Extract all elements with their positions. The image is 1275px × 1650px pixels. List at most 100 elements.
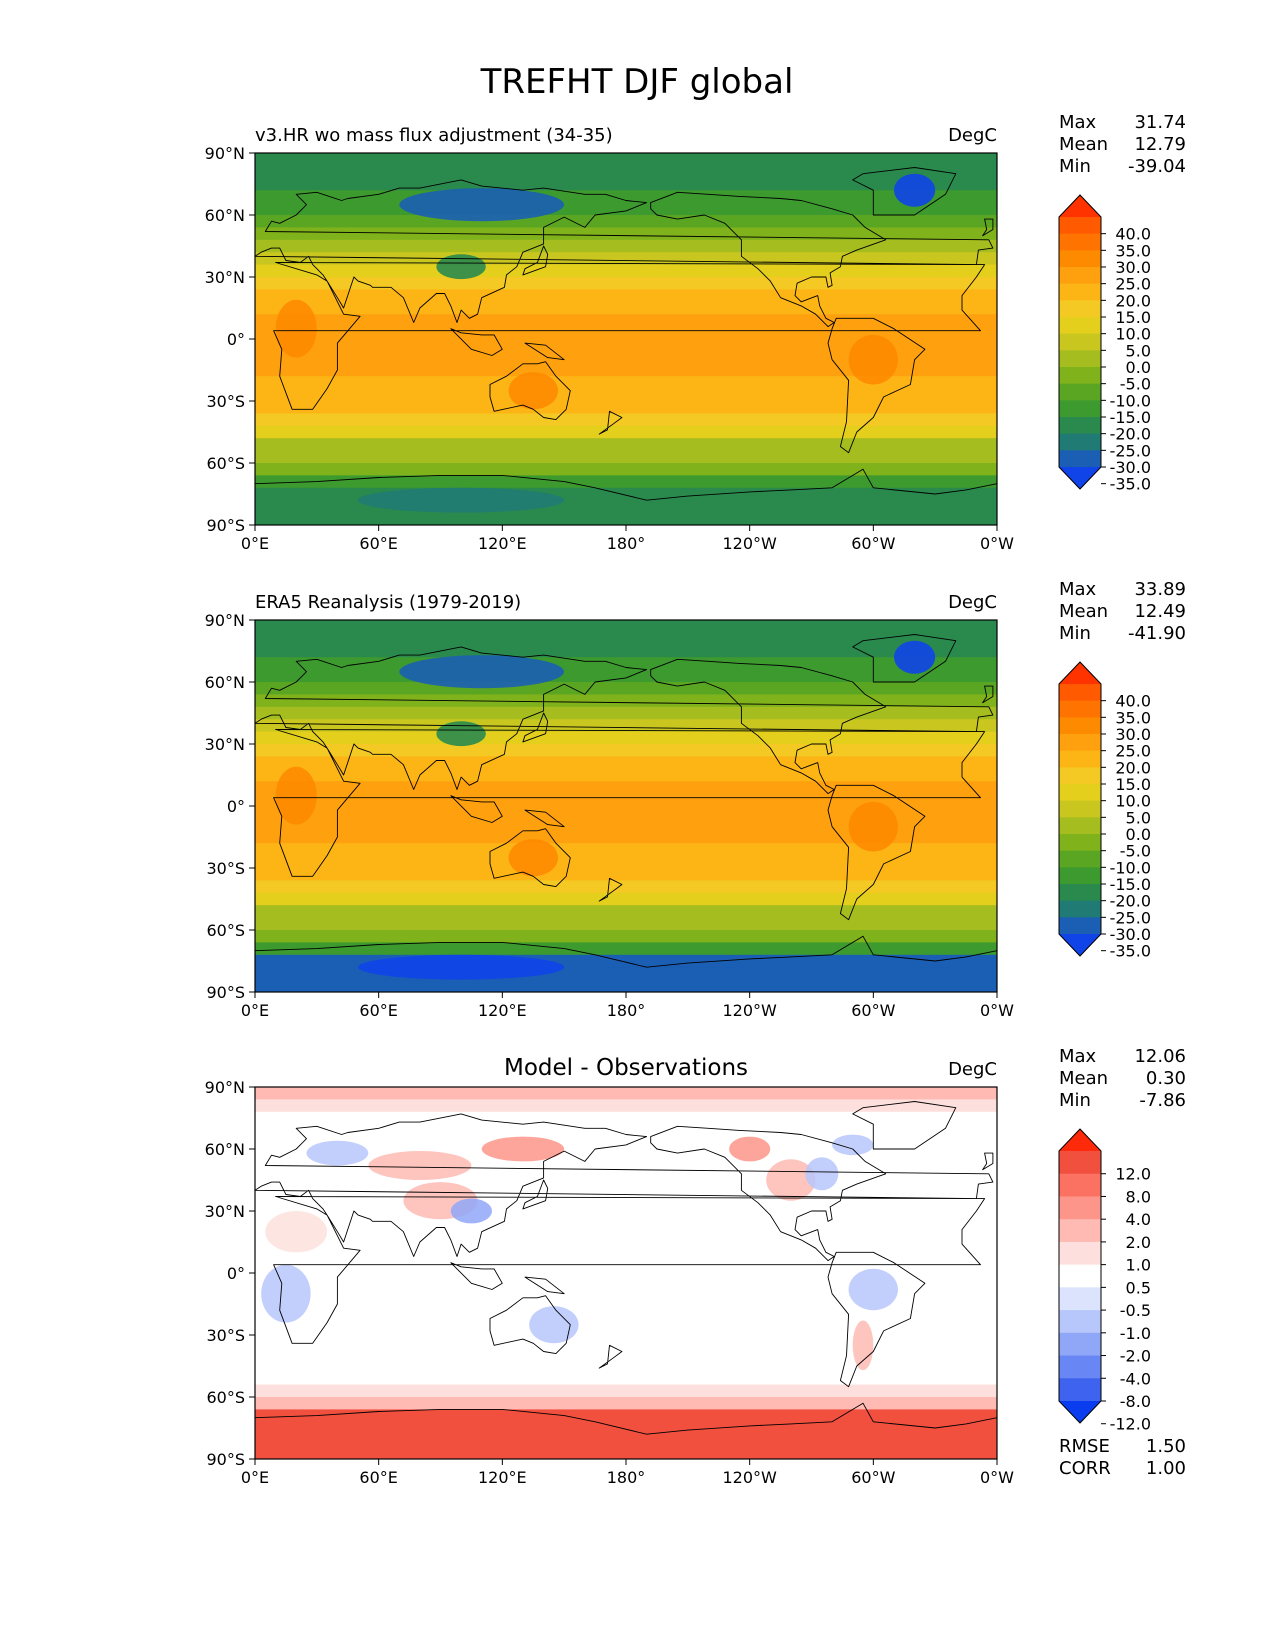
lat-tick-label: 30°S bbox=[206, 1326, 245, 1345]
contour-band bbox=[255, 339, 997, 353]
coastline bbox=[255, 1101, 997, 1459]
contour-band bbox=[255, 830, 997, 844]
colorbar-segment bbox=[1059, 1355, 1101, 1379]
lat-tick-label: 90°N bbox=[205, 1078, 245, 1097]
colorbar-segment bbox=[1059, 417, 1101, 435]
contour-band bbox=[255, 1285, 997, 1299]
stat-value: 12.06 bbox=[1134, 1046, 1186, 1067]
contour-band bbox=[255, 1434, 997, 1448]
lon-tick-label: 120°W bbox=[722, 534, 777, 553]
contour-band bbox=[255, 425, 997, 439]
lon-tick-label: 60°W bbox=[851, 1468, 895, 1487]
contour-band bbox=[255, 264, 997, 278]
colorbar: 12.0 8.0 4.0 2.0 1.0 0.5 -0.5 -1.0 -2.0 -4.0 -8.0 -… bbox=[1058, 1128, 1151, 1434]
contour-band bbox=[255, 1384, 997, 1398]
colorbar-level-label: -0.5 bbox=[1120, 1301, 1151, 1320]
panel-title: Model - Observations bbox=[504, 1055, 748, 1081]
colorbar-segment bbox=[1059, 400, 1101, 418]
figure-title: TREFHT DJF global bbox=[480, 62, 794, 102]
colorbar-segment bbox=[1059, 300, 1101, 318]
colorbar-segment bbox=[1059, 734, 1101, 752]
stat-label: Mean bbox=[1059, 1068, 1108, 1089]
colorbar-level-label: -25.0 bbox=[1110, 908, 1151, 927]
lat-tick-label: 60°S bbox=[206, 921, 245, 940]
contour-band bbox=[255, 401, 997, 415]
stat-value: -39.04 bbox=[1128, 156, 1186, 177]
stat-label: Min bbox=[1059, 156, 1091, 177]
colorbar-level-label: 40.0 bbox=[1115, 225, 1151, 244]
contour-band bbox=[255, 892, 997, 906]
colorbar-level-label: 1.0 bbox=[1126, 1256, 1151, 1275]
lon-tick-label: 60°E bbox=[359, 1468, 397, 1487]
colorbar-level-label: -20.0 bbox=[1110, 892, 1151, 911]
contour-band bbox=[255, 363, 997, 377]
contour-band bbox=[255, 669, 997, 683]
contour-band bbox=[255, 818, 997, 832]
map-panel-reference: 90°N 60°N 30°N 0° 30°S 60°S 90°S0°E 60°E 120°E 18… bbox=[205, 579, 1186, 1020]
colorbar-segment bbox=[1059, 433, 1101, 451]
field-region bbox=[894, 173, 936, 207]
colorbar-level-label: -5.0 bbox=[1120, 375, 1151, 394]
colorbar-segment bbox=[1059, 1219, 1101, 1243]
stat-value: 31.74 bbox=[1134, 112, 1186, 133]
colorbar-segment bbox=[1059, 850, 1101, 868]
colorbar-segment bbox=[1059, 750, 1101, 768]
field-region bbox=[358, 487, 565, 513]
contour-band bbox=[255, 512, 997, 525]
contour-band bbox=[255, 301, 997, 315]
colorbar-segment bbox=[1059, 1310, 1101, 1334]
contour-band bbox=[255, 289, 997, 303]
stat-value: 1.50 bbox=[1146, 1436, 1186, 1457]
contour-band bbox=[255, 1111, 997, 1125]
coastline bbox=[255, 167, 997, 525]
colorbar-level-label: -10.0 bbox=[1110, 858, 1151, 877]
anomaly-region bbox=[261, 1264, 311, 1323]
anomaly-region bbox=[805, 1157, 839, 1191]
map-field bbox=[255, 1087, 997, 1459]
colorbar-level-label: 35.0 bbox=[1115, 241, 1151, 260]
anomaly-region bbox=[729, 1136, 771, 1162]
field-region bbox=[399, 655, 565, 689]
anomaly-region bbox=[852, 1320, 874, 1371]
contour-band bbox=[255, 177, 997, 191]
map-field bbox=[255, 620, 997, 992]
lat-tick-label: 0° bbox=[227, 1264, 245, 1283]
stat-value: 12.79 bbox=[1134, 134, 1186, 155]
lon-tick-label: 120°E bbox=[478, 1001, 527, 1020]
contour-band bbox=[255, 694, 997, 708]
colorbar-level-label: -30.0 bbox=[1110, 458, 1151, 477]
lon-tick-label: 120°W bbox=[722, 1001, 777, 1020]
colorbar-level-label: 40.0 bbox=[1115, 692, 1151, 711]
lat-tick-label: 60°N bbox=[205, 673, 245, 692]
lat-tick-label: 90°N bbox=[205, 144, 245, 163]
stat-label: Max bbox=[1059, 579, 1097, 600]
lon-tick-label: 0°W bbox=[980, 1468, 1014, 1487]
lon-tick-label: 120°E bbox=[478, 1468, 527, 1487]
contour-band bbox=[255, 1347, 997, 1361]
colorbar: 40.035.030.025.020.015.010.05.00.0-5.0-1… bbox=[1058, 194, 1151, 494]
contour-band bbox=[255, 1421, 997, 1435]
lat-tick-label: 0° bbox=[227, 797, 245, 816]
contour-band bbox=[255, 979, 997, 992]
contour-band bbox=[255, 1087, 997, 1101]
field-region bbox=[508, 372, 558, 410]
contour-band bbox=[255, 756, 997, 770]
colorbar-segment bbox=[1059, 884, 1101, 902]
contour-band bbox=[255, 1409, 997, 1423]
colorbar-extend-min bbox=[1059, 934, 1101, 956]
lon-tick-label: 0°E bbox=[241, 534, 269, 553]
colorbar-level-label: 15.0 bbox=[1115, 775, 1151, 794]
contour-band bbox=[255, 930, 997, 944]
stat-label: Min bbox=[1059, 1090, 1091, 1111]
contour-band bbox=[255, 843, 997, 857]
colorbar-segment bbox=[1059, 1264, 1101, 1288]
anomaly-region bbox=[265, 1211, 328, 1253]
contour-band bbox=[255, 202, 997, 216]
contour-band bbox=[255, 868, 997, 882]
colorbar-level-label: 4.0 bbox=[1126, 1210, 1151, 1229]
colorbar-segment bbox=[1059, 1287, 1101, 1311]
field-region bbox=[848, 801, 898, 852]
lon-tick-label: 60°E bbox=[359, 534, 397, 553]
colorbar-segment bbox=[1059, 450, 1101, 468]
contour-band bbox=[255, 326, 997, 340]
